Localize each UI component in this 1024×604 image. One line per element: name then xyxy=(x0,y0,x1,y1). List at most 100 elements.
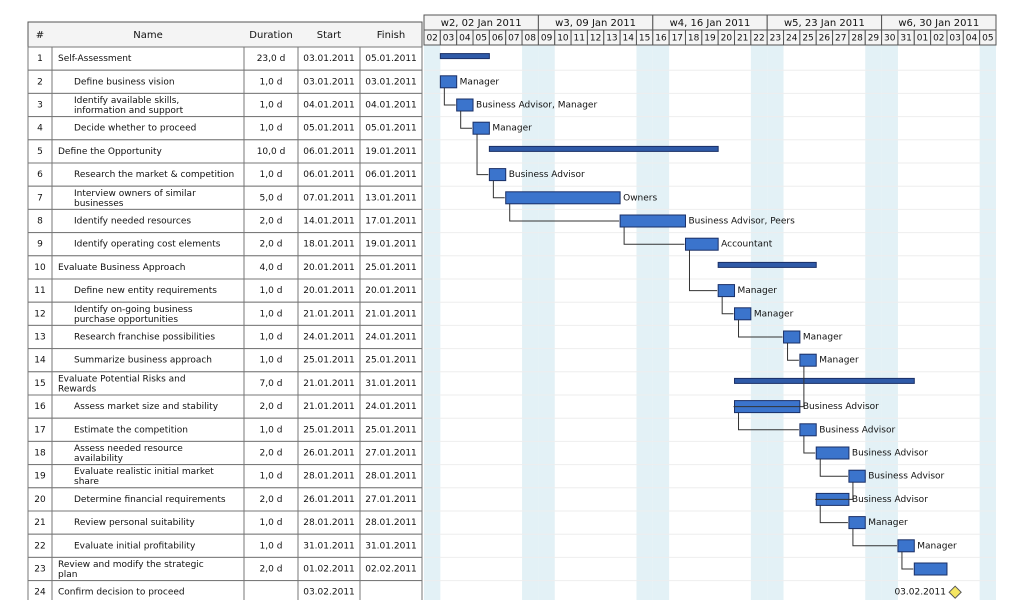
task-bar xyxy=(897,539,915,553)
dependency xyxy=(803,435,816,454)
day-label: 11 xyxy=(574,34,585,44)
resource-label: Manager xyxy=(868,518,908,528)
task-name: Self-Assessment xyxy=(58,54,132,64)
cell-finish: 25.01.2011 xyxy=(365,425,417,435)
resource-label: Business Advisor, Peers xyxy=(688,217,795,227)
weekend-column xyxy=(979,45,996,604)
week-label: w2, 02 Jan 2011 xyxy=(441,18,522,29)
cell-duration: 23,0 d xyxy=(257,54,286,64)
cell-finish: 04.01.2011 xyxy=(365,101,417,111)
name-line: share xyxy=(74,477,99,487)
cell-num: 5 xyxy=(37,147,43,157)
cell-num: 16 xyxy=(34,402,46,412)
cell-duration: 1,0 d xyxy=(260,101,283,111)
task-bar xyxy=(783,330,801,344)
cell-start: 14.01.2011 xyxy=(303,217,355,227)
dependency xyxy=(787,343,799,361)
resource-label: Business Advisor, Manager xyxy=(476,101,597,111)
cell-num: 3 xyxy=(37,101,43,111)
cell-start: 06.01.2011 xyxy=(303,170,355,180)
cell-num: 13 xyxy=(34,333,45,343)
task-name: Summarize business approach xyxy=(74,356,212,366)
table-header-bg xyxy=(27,21,423,48)
task-bar xyxy=(799,423,817,437)
cell-duration: 1,0 d xyxy=(260,286,283,296)
dependency xyxy=(733,366,805,408)
day-label: 15 xyxy=(639,34,650,44)
resource-label: Manager xyxy=(460,77,500,87)
cell-num: 24 xyxy=(34,588,46,598)
day-label: 19 xyxy=(704,34,716,44)
day-label: 23 xyxy=(770,34,781,44)
day-label: 18 xyxy=(688,34,700,44)
cell-duration: 2,0 d xyxy=(260,217,283,227)
task-bar xyxy=(848,469,866,483)
task-bar xyxy=(848,516,866,530)
cell-num: 23 xyxy=(34,565,45,575)
cell-num: 2 xyxy=(37,77,43,87)
cell-finish: 03.01.2011 xyxy=(365,77,417,87)
cell-duration: 2,0 d xyxy=(260,240,283,250)
dependency xyxy=(738,319,783,338)
dependency xyxy=(901,551,914,570)
cell-duration: 1,0 d xyxy=(260,77,283,87)
cell-finish: 25.01.2011 xyxy=(365,263,417,273)
cell-start: 01.02.2011 xyxy=(303,565,355,575)
cell-num: 9 xyxy=(37,240,43,250)
cell-num: 6 xyxy=(37,170,43,180)
name-line: plan xyxy=(58,570,77,580)
cell-duration: 1,0 d xyxy=(260,472,283,482)
cell-duration: 1,0 d xyxy=(260,425,283,435)
task-name: Interview owners of similar businesses xyxy=(74,188,196,208)
task-name: Assess market size and stability xyxy=(74,402,219,412)
dependency xyxy=(476,134,489,176)
cell-num: 8 xyxy=(37,217,43,227)
day-label: 12 xyxy=(590,34,601,44)
day-label: 02 xyxy=(933,34,944,44)
task-name: Review personal suitability xyxy=(74,518,195,528)
cell-duration: 1,0 d xyxy=(260,518,283,528)
dependency xyxy=(819,459,848,477)
dependency xyxy=(852,528,897,547)
resource-label: Manager xyxy=(803,333,843,343)
task-name: Decide whether to proceed xyxy=(74,124,196,134)
task-bar xyxy=(799,353,817,367)
cell-start: 03.01.2011 xyxy=(303,77,355,87)
summary-bar xyxy=(717,261,817,268)
dependency xyxy=(815,482,854,500)
weekend-column xyxy=(865,45,882,604)
day-label: 02 xyxy=(426,34,437,44)
name-line: information and support xyxy=(74,106,184,116)
dependency xyxy=(492,180,505,199)
cell-duration: 1,0 d xyxy=(260,541,283,551)
cell-start: 20.01.2011 xyxy=(303,263,355,273)
cell-duration: 10,0 d xyxy=(257,147,286,157)
cell-start: 05.01.2011 xyxy=(303,124,355,134)
cell-num: 19 xyxy=(34,472,46,482)
cell-num: 10 xyxy=(34,263,46,273)
day-label: 22 xyxy=(753,34,764,44)
day-label: 04 xyxy=(459,34,471,44)
task-name: Assess needed resource availability xyxy=(74,444,183,464)
day-cell xyxy=(979,29,997,46)
cell-duration: 2,0 d xyxy=(260,565,283,575)
day-label: 28 xyxy=(851,34,863,44)
task-name: Research the market & competition xyxy=(74,170,234,180)
table-cell xyxy=(243,580,299,604)
task-bar xyxy=(717,284,736,298)
task-name: Evaluate realistic initial market share xyxy=(74,467,214,487)
cell-finish: 28.01.2011 xyxy=(365,518,417,528)
day-label: 29 xyxy=(868,34,880,44)
name-line: Identify available skills, xyxy=(74,96,179,106)
cell-finish: 24.01.2011 xyxy=(365,402,417,412)
weekend-column xyxy=(881,45,898,604)
cell-num: 11 xyxy=(34,286,45,296)
task-bar xyxy=(684,237,719,251)
name-line: Evaluate Potential Risks and xyxy=(58,374,186,384)
cell-start: 21.01.2011 xyxy=(303,379,355,389)
column-header: Finish xyxy=(377,30,405,41)
weekend-column xyxy=(767,45,784,604)
day-label: 27 xyxy=(835,34,846,44)
resource-label: Manager xyxy=(917,541,957,551)
